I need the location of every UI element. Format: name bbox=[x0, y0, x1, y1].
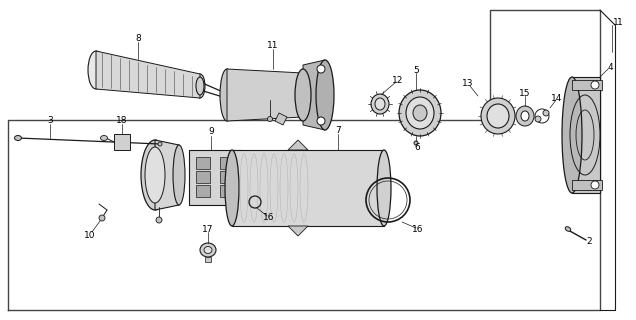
Ellipse shape bbox=[88, 51, 104, 89]
Text: 6: 6 bbox=[414, 142, 420, 151]
Ellipse shape bbox=[399, 90, 441, 136]
Text: 12: 12 bbox=[392, 76, 404, 84]
Polygon shape bbox=[196, 171, 210, 183]
Text: 16: 16 bbox=[263, 213, 275, 222]
Polygon shape bbox=[220, 171, 234, 183]
Circle shape bbox=[543, 110, 549, 116]
Text: 4: 4 bbox=[607, 62, 613, 71]
Text: 7: 7 bbox=[335, 125, 341, 134]
Ellipse shape bbox=[371, 94, 389, 114]
Polygon shape bbox=[196, 185, 210, 197]
Polygon shape bbox=[232, 150, 384, 226]
Ellipse shape bbox=[406, 97, 434, 129]
Text: 18: 18 bbox=[116, 116, 128, 124]
Ellipse shape bbox=[487, 104, 509, 128]
Polygon shape bbox=[572, 77, 600, 193]
Text: 5: 5 bbox=[413, 66, 419, 75]
Ellipse shape bbox=[173, 145, 185, 205]
Ellipse shape bbox=[295, 69, 311, 121]
Text: 1: 1 bbox=[613, 18, 619, 27]
Text: 9: 9 bbox=[208, 127, 214, 136]
Polygon shape bbox=[275, 113, 287, 125]
Circle shape bbox=[535, 116, 541, 122]
Circle shape bbox=[317, 65, 325, 73]
Ellipse shape bbox=[268, 116, 272, 122]
Ellipse shape bbox=[15, 135, 22, 140]
Ellipse shape bbox=[156, 217, 162, 223]
Ellipse shape bbox=[145, 147, 165, 203]
Polygon shape bbox=[220, 185, 234, 197]
Ellipse shape bbox=[414, 141, 418, 145]
Ellipse shape bbox=[220, 69, 234, 121]
Ellipse shape bbox=[413, 105, 427, 121]
Polygon shape bbox=[196, 157, 210, 169]
Ellipse shape bbox=[196, 77, 204, 95]
Circle shape bbox=[591, 181, 599, 189]
Circle shape bbox=[591, 81, 599, 89]
Polygon shape bbox=[220, 157, 234, 169]
Text: 13: 13 bbox=[462, 78, 474, 87]
Polygon shape bbox=[205, 257, 211, 262]
Text: 15: 15 bbox=[519, 89, 531, 98]
Polygon shape bbox=[114, 134, 130, 150]
Polygon shape bbox=[288, 226, 308, 236]
Text: 17: 17 bbox=[202, 225, 214, 234]
Text: 8: 8 bbox=[135, 34, 141, 43]
Ellipse shape bbox=[158, 142, 162, 146]
Ellipse shape bbox=[141, 140, 169, 210]
Text: 3: 3 bbox=[47, 116, 53, 124]
Polygon shape bbox=[303, 60, 325, 130]
Polygon shape bbox=[572, 80, 602, 90]
Polygon shape bbox=[189, 149, 241, 204]
Text: 2: 2 bbox=[586, 237, 592, 246]
Ellipse shape bbox=[225, 150, 239, 226]
Polygon shape bbox=[572, 180, 602, 190]
Text: 11: 11 bbox=[267, 41, 279, 50]
Ellipse shape bbox=[377, 150, 391, 226]
Ellipse shape bbox=[481, 98, 515, 134]
Ellipse shape bbox=[195, 74, 205, 98]
Ellipse shape bbox=[204, 246, 212, 253]
Ellipse shape bbox=[521, 111, 529, 121]
Text: 16: 16 bbox=[412, 226, 424, 235]
Polygon shape bbox=[227, 69, 303, 121]
Circle shape bbox=[317, 117, 325, 125]
Polygon shape bbox=[288, 140, 308, 150]
Ellipse shape bbox=[100, 135, 107, 140]
Ellipse shape bbox=[316, 60, 334, 130]
Ellipse shape bbox=[375, 98, 385, 110]
Ellipse shape bbox=[562, 77, 582, 193]
Ellipse shape bbox=[516, 106, 534, 126]
Text: 1: 1 bbox=[617, 18, 623, 27]
Ellipse shape bbox=[200, 243, 216, 257]
Text: 10: 10 bbox=[84, 230, 96, 239]
Polygon shape bbox=[96, 51, 200, 98]
Text: 14: 14 bbox=[551, 93, 563, 102]
Polygon shape bbox=[155, 140, 179, 210]
Ellipse shape bbox=[565, 227, 570, 231]
Circle shape bbox=[99, 215, 105, 221]
